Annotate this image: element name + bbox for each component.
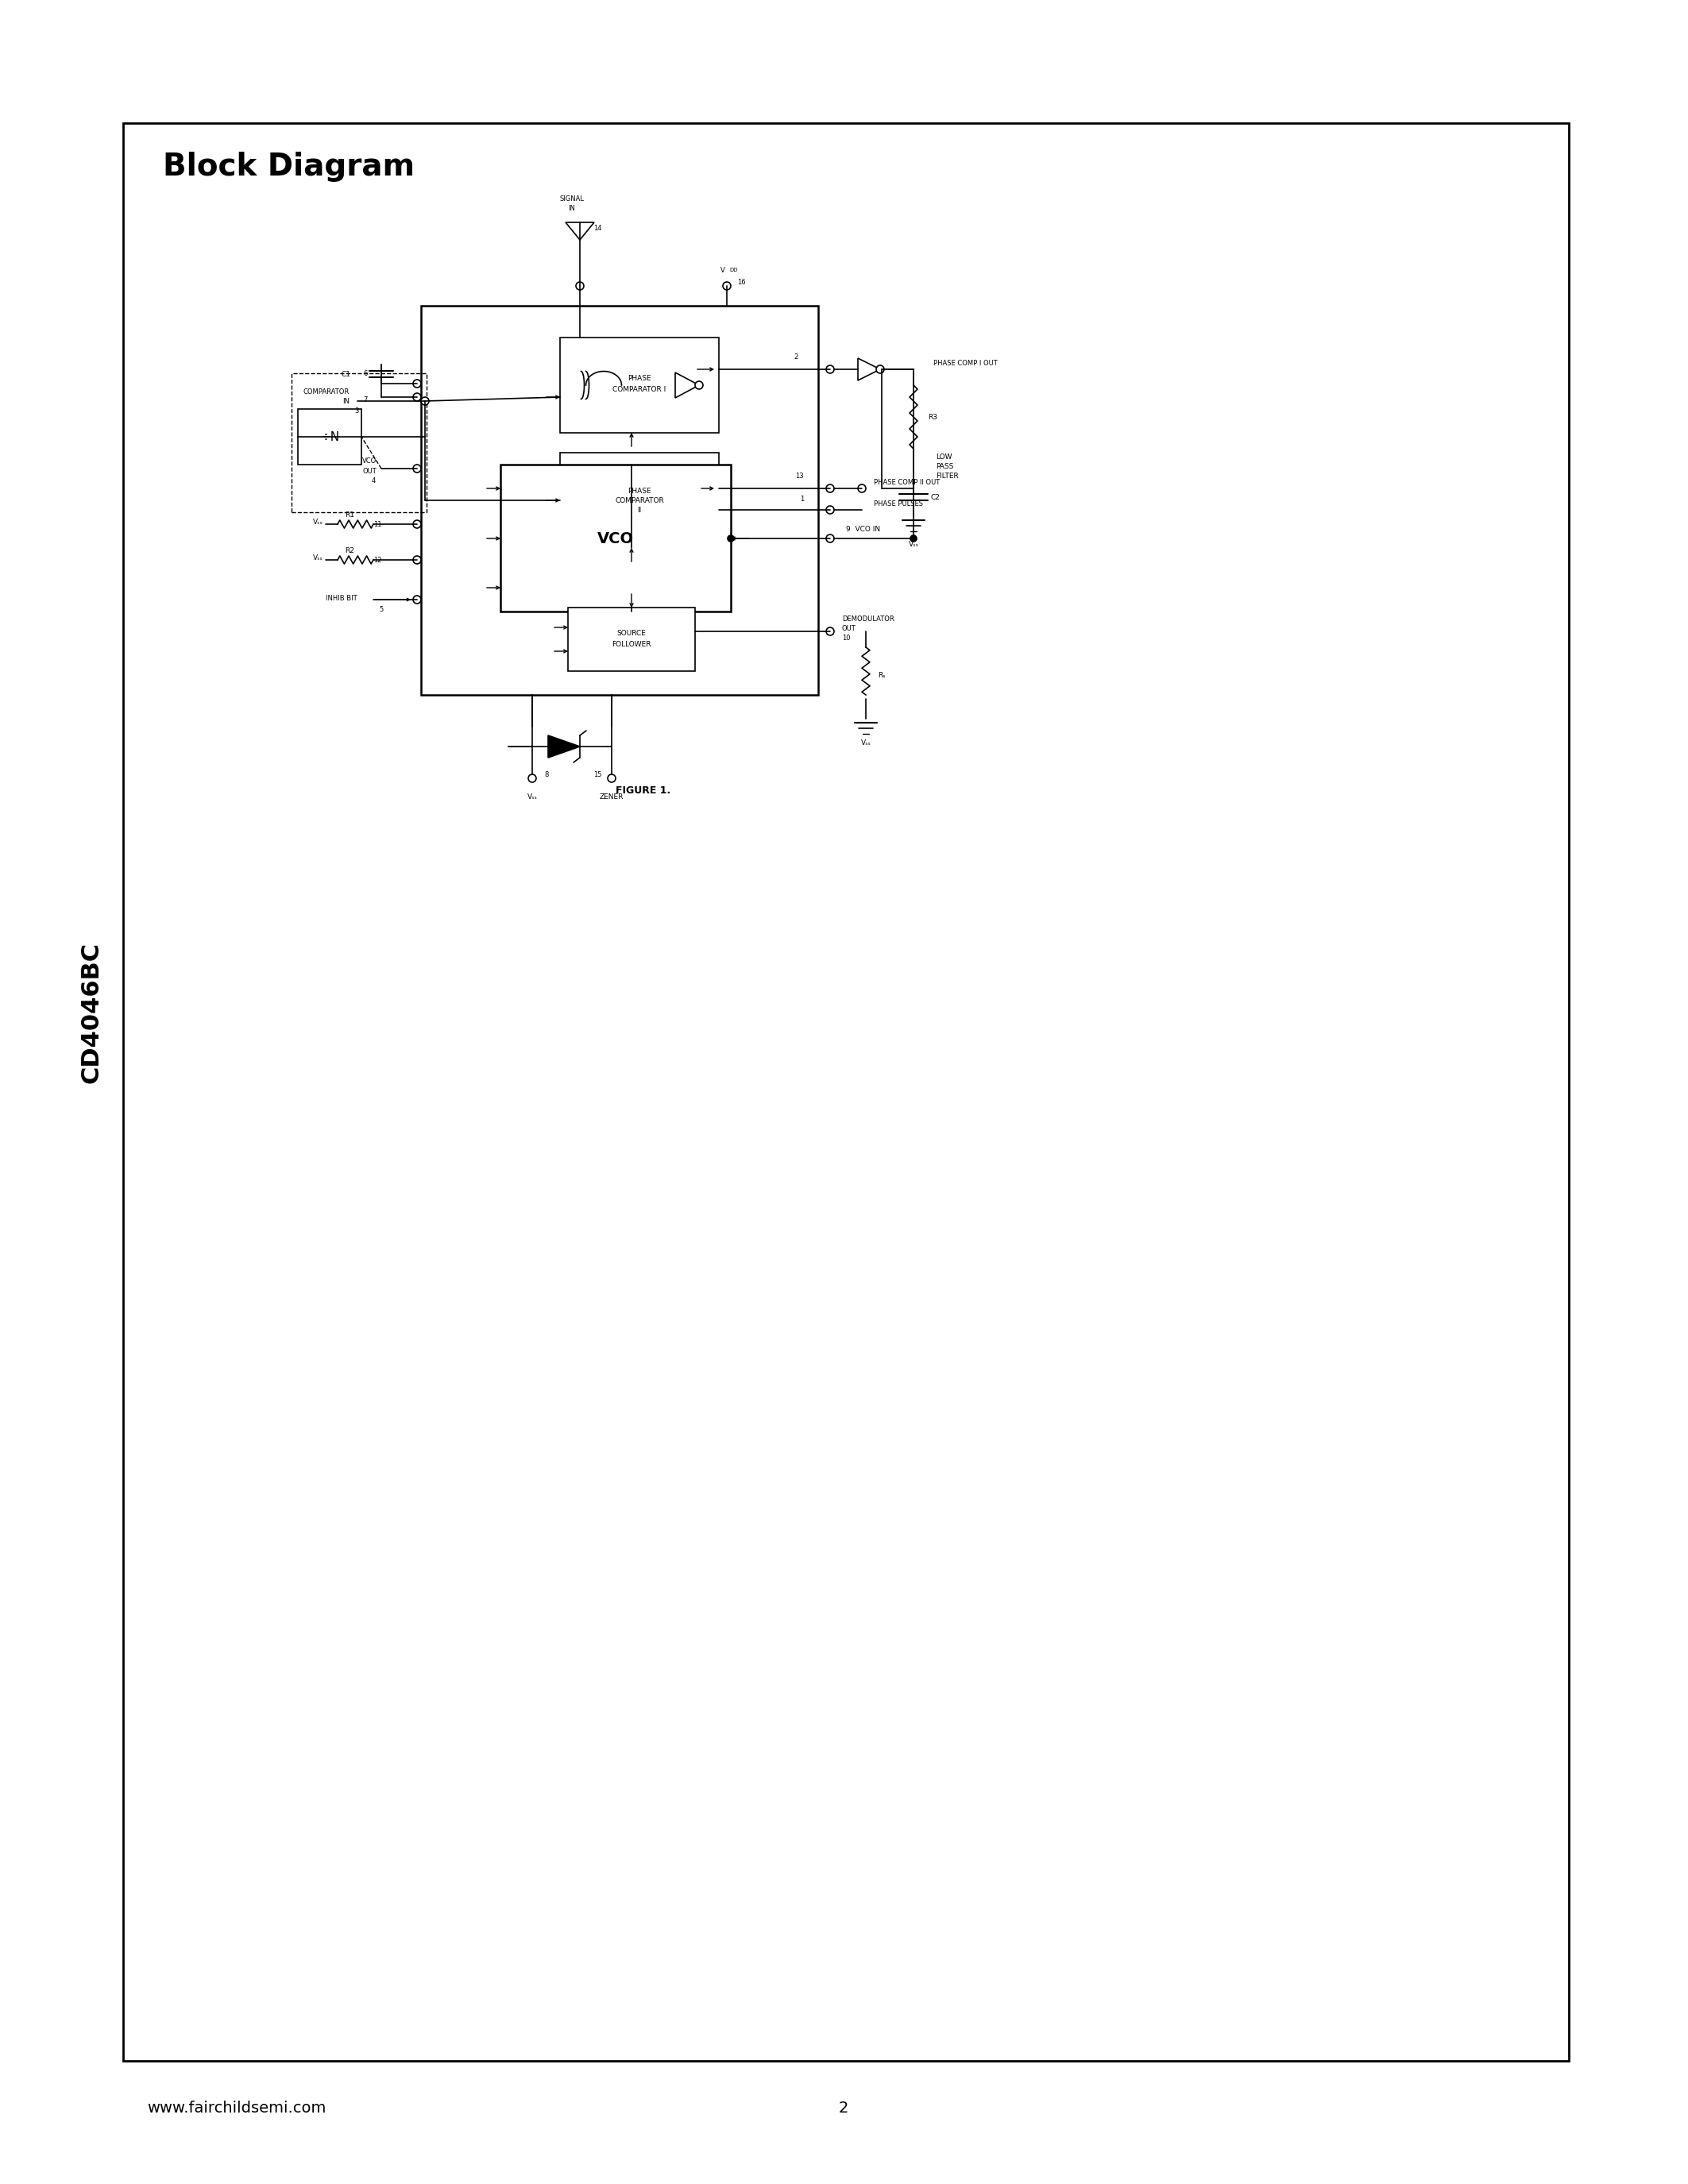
Circle shape bbox=[414, 557, 420, 563]
Text: LOW: LOW bbox=[935, 452, 952, 461]
Circle shape bbox=[414, 380, 420, 387]
Text: Vₛₛ: Vₛₛ bbox=[312, 555, 322, 561]
Circle shape bbox=[876, 365, 885, 373]
Bar bbox=[297, 408, 361, 465]
Text: 2: 2 bbox=[839, 2101, 849, 2116]
Text: 13: 13 bbox=[795, 472, 803, 478]
Text: ZENER: ZENER bbox=[599, 793, 625, 799]
Circle shape bbox=[825, 627, 834, 636]
Circle shape bbox=[608, 775, 616, 782]
Text: CD4046BC: CD4046BC bbox=[79, 941, 103, 1083]
Polygon shape bbox=[549, 736, 581, 758]
Text: C2: C2 bbox=[932, 494, 940, 500]
Text: R1: R1 bbox=[344, 511, 354, 518]
Bar bbox=[123, 122, 1568, 2062]
Text: FILTER: FILTER bbox=[935, 472, 959, 478]
Text: 16: 16 bbox=[738, 277, 746, 286]
Text: 4: 4 bbox=[371, 476, 375, 485]
Text: VCO: VCO bbox=[598, 531, 635, 546]
Text: 6: 6 bbox=[363, 369, 368, 378]
Text: 12: 12 bbox=[373, 557, 381, 563]
Circle shape bbox=[414, 520, 420, 529]
Text: OUT: OUT bbox=[363, 467, 376, 474]
Text: 15: 15 bbox=[592, 771, 601, 778]
Text: Vₛₛ: Vₛₛ bbox=[312, 518, 322, 526]
Text: VCO: VCO bbox=[363, 456, 376, 465]
Polygon shape bbox=[675, 373, 699, 397]
Circle shape bbox=[414, 393, 420, 402]
Text: COMPARATOR: COMPARATOR bbox=[614, 496, 663, 505]
Text: PHASE COMP I OUT: PHASE COMP I OUT bbox=[933, 360, 998, 367]
Circle shape bbox=[825, 485, 834, 491]
Polygon shape bbox=[565, 223, 594, 240]
Text: www.fairchildsemi.com: www.fairchildsemi.com bbox=[147, 2101, 326, 2116]
Circle shape bbox=[414, 465, 420, 472]
Circle shape bbox=[858, 485, 866, 491]
Text: 7: 7 bbox=[363, 395, 368, 404]
Text: 11: 11 bbox=[373, 520, 381, 529]
Text: 1: 1 bbox=[800, 496, 803, 502]
Text: Block Diagram: Block Diagram bbox=[162, 151, 415, 181]
Text: SOURCE: SOURCE bbox=[616, 629, 647, 636]
Text: Vₛₛ: Vₛₛ bbox=[861, 738, 871, 747]
Text: FOLLOWER: FOLLOWER bbox=[611, 640, 652, 649]
Text: COMPARATOR: COMPARATOR bbox=[304, 389, 349, 395]
Circle shape bbox=[722, 282, 731, 290]
Text: SIGNAL: SIGNAL bbox=[560, 194, 584, 203]
Circle shape bbox=[528, 775, 537, 782]
Text: PHASE: PHASE bbox=[628, 487, 652, 494]
Text: COMPARATOR I: COMPARATOR I bbox=[613, 387, 667, 393]
Bar bbox=[560, 339, 719, 432]
Text: PHASE COMP II OUT: PHASE COMP II OUT bbox=[874, 478, 940, 485]
Text: 5: 5 bbox=[380, 605, 383, 614]
Text: Rₛ: Rₛ bbox=[878, 670, 886, 679]
Text: Vₛₛ: Vₛₛ bbox=[527, 793, 537, 799]
Text: INHIB BIT: INHIB BIT bbox=[326, 594, 358, 601]
Text: PHASE: PHASE bbox=[628, 373, 652, 382]
Text: R3: R3 bbox=[928, 413, 937, 422]
Text: 10: 10 bbox=[842, 633, 851, 642]
Text: 3: 3 bbox=[354, 406, 360, 415]
Circle shape bbox=[414, 596, 420, 603]
Text: 9  VCO IN: 9 VCO IN bbox=[846, 526, 879, 533]
Circle shape bbox=[910, 535, 917, 542]
Circle shape bbox=[576, 282, 584, 290]
Circle shape bbox=[825, 507, 834, 513]
Bar bbox=[560, 452, 719, 548]
Circle shape bbox=[825, 365, 834, 373]
Polygon shape bbox=[858, 358, 879, 380]
Text: V: V bbox=[721, 266, 726, 273]
Text: II: II bbox=[638, 507, 641, 513]
Text: IN: IN bbox=[569, 205, 576, 212]
Text: ÷N: ÷N bbox=[321, 430, 339, 443]
Bar bbox=[292, 373, 427, 513]
Text: R2: R2 bbox=[344, 546, 354, 555]
Text: 2: 2 bbox=[793, 354, 798, 360]
Circle shape bbox=[825, 535, 834, 542]
Bar bbox=[420, 306, 819, 695]
Circle shape bbox=[695, 382, 702, 389]
Text: Vₛₛ: Vₛₛ bbox=[908, 539, 918, 548]
Text: PHASE PULSES: PHASE PULSES bbox=[874, 500, 923, 507]
Text: FIGURE 1.: FIGURE 1. bbox=[616, 784, 670, 795]
Text: 8: 8 bbox=[544, 771, 549, 778]
Circle shape bbox=[728, 535, 734, 542]
Text: DD: DD bbox=[729, 269, 738, 273]
Text: C1: C1 bbox=[341, 371, 351, 378]
Text: 14: 14 bbox=[592, 225, 601, 232]
Text: PASS: PASS bbox=[935, 463, 954, 470]
Bar bbox=[567, 607, 695, 670]
Text: IN: IN bbox=[343, 397, 349, 404]
Text: DEMODULATOR: DEMODULATOR bbox=[842, 616, 895, 622]
Bar bbox=[500, 465, 731, 612]
Circle shape bbox=[420, 397, 429, 404]
Text: OUT: OUT bbox=[842, 625, 856, 631]
